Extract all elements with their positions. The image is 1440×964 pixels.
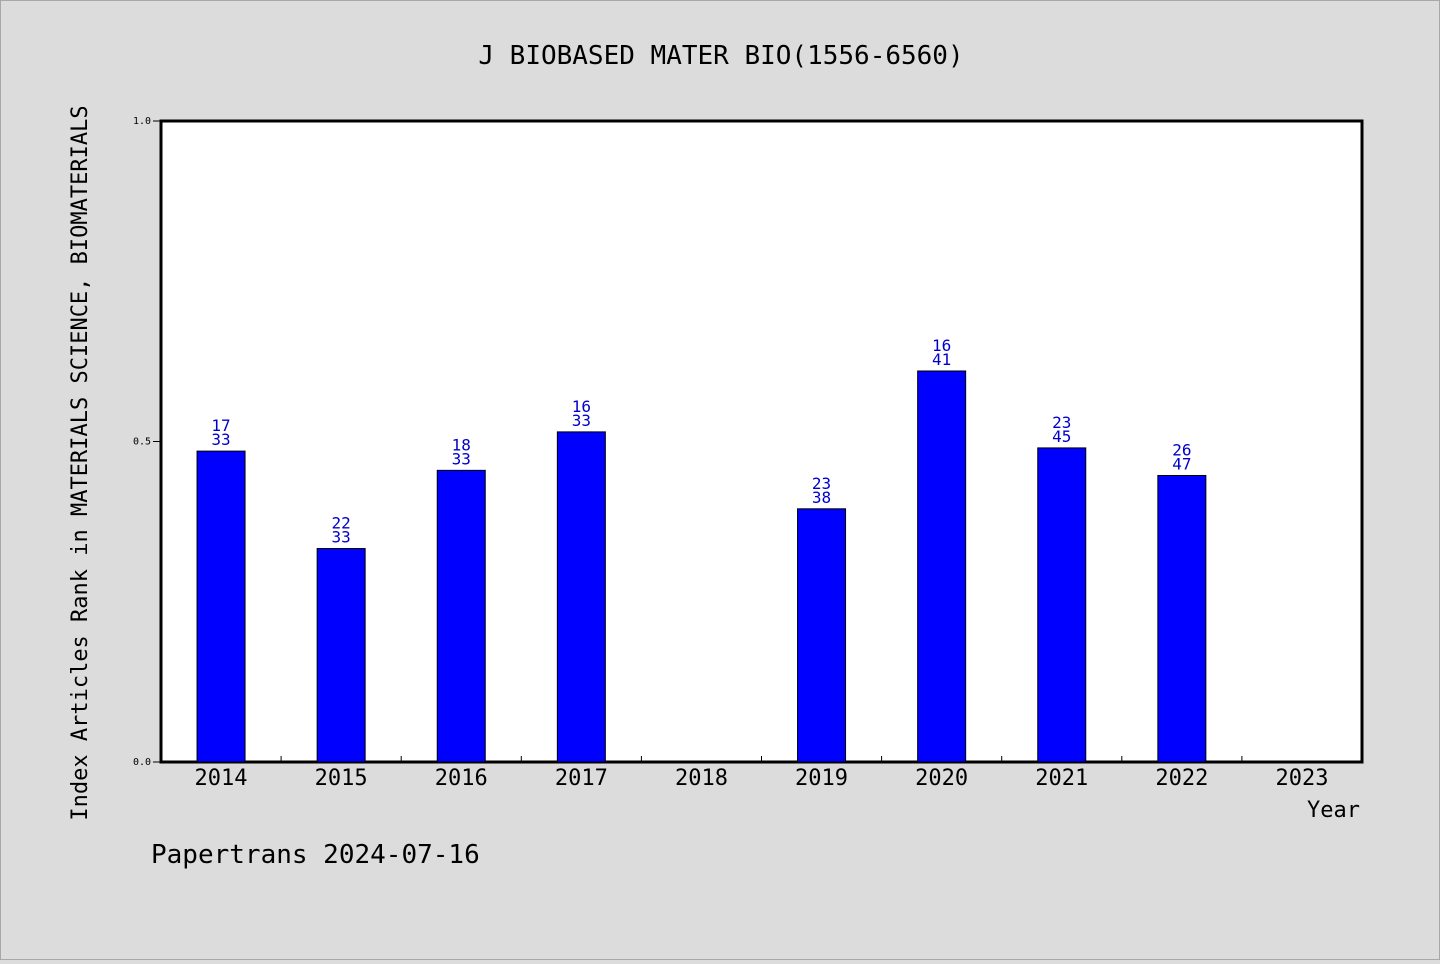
bar-label-total: 47	[1172, 454, 1191, 473]
bar-label-rank: 23	[812, 474, 831, 493]
bar-label-total: 41	[932, 350, 951, 369]
bar	[436, 469, 486, 763]
x-tick-label: 2015	[315, 766, 368, 791]
bar-label-rank: 26	[1172, 440, 1191, 459]
y-tick-label: 1.0	[133, 116, 151, 127]
bar-label-rank: 18	[452, 435, 471, 454]
x-tick-label: 2018	[675, 766, 728, 791]
x-axis: 2014 2015 2016 2017 2018 2019 2020 2021 2022 2023	[195, 756, 1328, 791]
bar-label-rank: 16	[932, 336, 951, 355]
bar	[556, 431, 606, 763]
bar	[797, 508, 847, 763]
bar-label-total: 45	[1052, 427, 1071, 446]
y-axis-label: Index Articles Rank in MATERIALS SCIENCE…	[68, 105, 93, 820]
bar-label-total: 33	[211, 430, 230, 449]
y-axis: 0.0 0.5 1.0	[133, 116, 161, 768]
bar-label-rank: 16	[572, 397, 591, 416]
bar-label-rank: 17	[211, 416, 230, 435]
x-tick-label: 2017	[555, 766, 608, 791]
x-tick-label: 2016	[435, 766, 488, 791]
x-axis-label: Year	[1307, 798, 1360, 823]
bar-label-rank: 22	[332, 514, 351, 533]
x-tick-label: 2020	[915, 766, 968, 791]
bar-label-rank: 23	[1052, 413, 1071, 432]
bar	[196, 450, 246, 763]
bar	[1157, 474, 1207, 763]
x-tick-label: 2019	[795, 766, 848, 791]
bar-label-total: 33	[572, 411, 591, 430]
bar-label-total: 38	[812, 488, 831, 507]
footer-credit: Papertrans 2024-07-16	[151, 840, 480, 870]
bar-label-total: 33	[452, 449, 471, 468]
chart-title: J BIOBASED MATER BIO(1556-6560)	[478, 41, 963, 71]
bar	[1037, 447, 1087, 763]
y-tick-label: 0.0	[133, 757, 151, 768]
x-tick-label: 2022	[1155, 766, 1208, 791]
bar	[316, 548, 366, 763]
x-tick-label: 2014	[195, 766, 248, 791]
bar	[917, 370, 967, 763]
y-tick-label: 0.5	[133, 437, 151, 448]
bar-label-total: 33	[332, 528, 351, 547]
x-tick-label: 2023	[1275, 766, 1328, 791]
x-tick-label: 2021	[1035, 766, 1088, 791]
